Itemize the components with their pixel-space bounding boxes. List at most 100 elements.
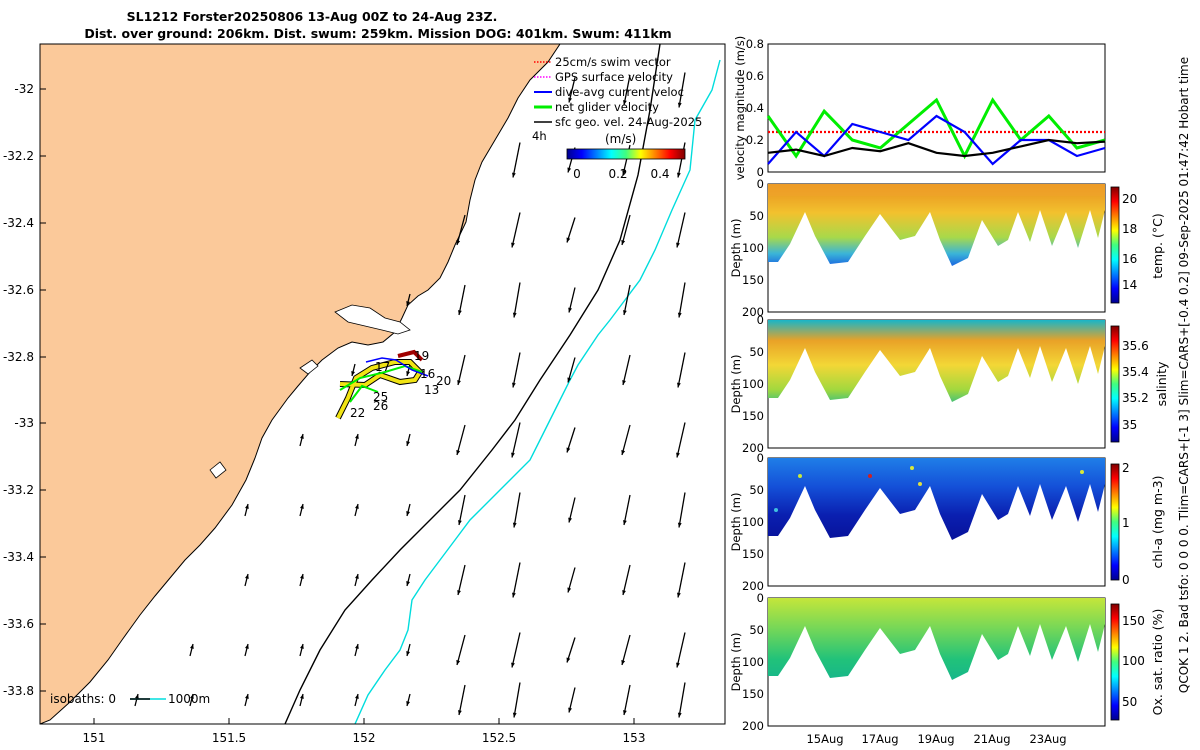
svg-text:-33.4: -33.4 bbox=[3, 550, 34, 564]
geo-vector-head bbox=[245, 504, 249, 509]
title-line-1: SL1212 Forster20250806 13-Aug 00Z to 24-… bbox=[127, 9, 498, 24]
geo-vector-head bbox=[567, 167, 572, 173]
svg-text:-33.2: -33.2 bbox=[3, 483, 34, 497]
geo-vector-head bbox=[457, 590, 461, 595]
geo-vector-head bbox=[677, 172, 681, 178]
geo-vector-head bbox=[677, 712, 682, 718]
geo-vector-head bbox=[245, 644, 249, 649]
geo-vector-arrow bbox=[677, 352, 686, 388]
track-label-26: 26 bbox=[373, 399, 388, 413]
geo-vector-head bbox=[676, 452, 680, 458]
geo-vector-head bbox=[621, 240, 626, 245]
geo-vector-arrow bbox=[623, 684, 631, 716]
svg-text:100: 100 bbox=[742, 515, 764, 529]
geo-vector-head bbox=[511, 452, 515, 458]
geo-vector-head bbox=[568, 707, 572, 713]
svg-text:16: 16 bbox=[1122, 252, 1137, 266]
sal-cbar-label: salinity bbox=[1154, 361, 1169, 406]
svg-text:-32.6: -32.6 bbox=[3, 283, 34, 297]
svg-text:152.5: 152.5 bbox=[482, 731, 516, 745]
geo-vector-head bbox=[355, 574, 359, 579]
geo-vector-arrow bbox=[512, 562, 521, 598]
svg-text:200: 200 bbox=[742, 579, 764, 593]
geo-vector-head bbox=[458, 520, 462, 525]
geo-vector-arrow bbox=[678, 282, 686, 318]
svg-text:0.2: 0.2 bbox=[608, 167, 627, 181]
geo-vector-head bbox=[190, 644, 194, 649]
svg-text:150: 150 bbox=[742, 409, 764, 423]
svg-text:35.2: 35.2 bbox=[1122, 391, 1149, 405]
date-tick: 17Aug bbox=[861, 732, 898, 746]
svg-text:35.4: 35.4 bbox=[1122, 365, 1149, 379]
geo-vector-head bbox=[457, 380, 461, 385]
isobath-200m bbox=[284, 44, 661, 724]
geo-vector-head bbox=[406, 441, 410, 446]
vel-ytick: 0.4 bbox=[746, 101, 764, 115]
svg-text:-32: -32 bbox=[14, 82, 34, 96]
svg-text:-33.8: -33.8 bbox=[3, 684, 34, 698]
geo-vector-head bbox=[512, 382, 516, 388]
geo-vector-head bbox=[456, 450, 461, 455]
vector-scale-label: 4h bbox=[532, 129, 547, 143]
svg-text:0: 0 bbox=[573, 167, 581, 181]
geo-vector-arrow bbox=[458, 494, 466, 526]
geo-vector-head bbox=[406, 701, 410, 706]
geo-vector-head bbox=[355, 504, 359, 509]
geo-vector-head bbox=[300, 694, 304, 699]
geo-vector-head bbox=[456, 240, 461, 245]
temp-ylabel: Depth (m) bbox=[729, 219, 743, 278]
geo-vector-arrow bbox=[623, 284, 631, 316]
svg-text:200: 200 bbox=[742, 305, 764, 319]
date-tick: 21Aug bbox=[973, 732, 1010, 746]
svg-text:0: 0 bbox=[757, 451, 764, 465]
geo-vector-arrow bbox=[513, 682, 521, 718]
geo-vector-arrow bbox=[622, 354, 631, 386]
chl-cbar-label: chl-a (mg m-3) bbox=[1150, 476, 1165, 569]
estuary-lakes bbox=[209, 304, 411, 479]
geo-vector-head bbox=[190, 694, 194, 699]
legend-net-velocity: net glider velocity bbox=[555, 100, 659, 114]
svg-text:2: 2 bbox=[1122, 461, 1130, 475]
velocity-series-net-glider-velocity bbox=[766, 97, 1106, 160]
geo-vector-head bbox=[677, 382, 681, 388]
svg-text:-33.6: -33.6 bbox=[3, 617, 34, 631]
sal-colorbar bbox=[1110, 325, 1120, 443]
geo-vector-head bbox=[512, 712, 517, 718]
geo-vector-arrow bbox=[676, 212, 686, 248]
svg-text:35.6: 35.6 bbox=[1122, 339, 1149, 353]
isobath-label: isobaths: 0 bbox=[50, 692, 116, 706]
geo-vector-head bbox=[568, 517, 572, 523]
geo-vector-arrow bbox=[621, 634, 631, 666]
vel-ytick: 0 bbox=[757, 165, 764, 179]
temperature-panel: 0 50 100 150 200 Depth (m) 20 18 16 14 t… bbox=[729, 177, 1165, 319]
vel-ytick: 0.6 bbox=[746, 69, 764, 83]
geo-vector-head bbox=[245, 574, 249, 579]
svg-text:0.4: 0.4 bbox=[650, 167, 669, 181]
svg-text:0: 0 bbox=[757, 177, 764, 191]
geo-vector-head bbox=[567, 587, 572, 593]
geo-vector-head bbox=[456, 660, 461, 665]
vel-ytick: 0.8 bbox=[746, 37, 764, 51]
svg-text:150: 150 bbox=[742, 273, 764, 287]
svg-text:50: 50 bbox=[749, 209, 764, 223]
temp-cbar-label: temp. (°C) bbox=[1150, 213, 1165, 278]
svg-text:200: 200 bbox=[742, 719, 764, 733]
svg-text:-32.2: -32.2 bbox=[3, 149, 34, 163]
land bbox=[40, 44, 561, 724]
geo-vector-arrow bbox=[623, 494, 631, 526]
geo-vector-head bbox=[621, 660, 626, 665]
svg-text:50: 50 bbox=[749, 483, 764, 497]
svg-text:152: 152 bbox=[353, 731, 376, 745]
geo-vector-head bbox=[566, 237, 571, 243]
geo-vector-head bbox=[566, 657, 571, 663]
vel-ylabel: velocity magnitude (m/s) bbox=[733, 36, 747, 181]
svg-text:150: 150 bbox=[1122, 614, 1145, 628]
geo-vector-arrow bbox=[513, 492, 521, 528]
geo-vector-head bbox=[676, 242, 680, 248]
svg-text:0: 0 bbox=[1122, 573, 1130, 587]
geo-vector-arrow bbox=[456, 634, 466, 666]
geo-vector-head bbox=[135, 694, 139, 699]
geo-vector-head bbox=[406, 651, 410, 656]
geo-vector-arrow bbox=[511, 212, 521, 248]
